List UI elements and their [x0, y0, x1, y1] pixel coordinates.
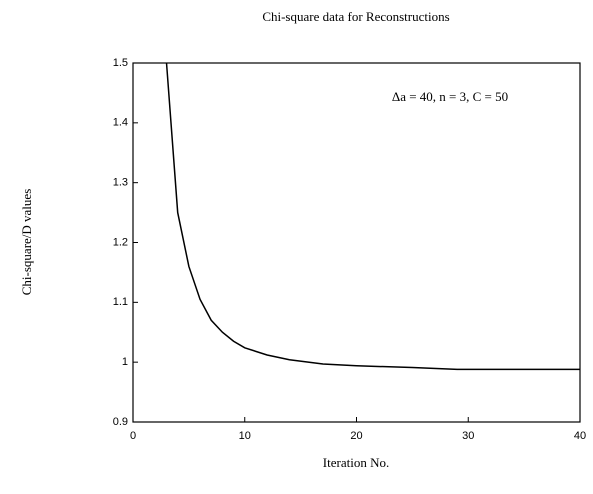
- x-tick-label: 20: [350, 430, 362, 442]
- x-tick-label: 0: [130, 430, 136, 442]
- chart-title: Chi-square data for Reconstructions: [262, 9, 449, 24]
- y-tick-label: 0.9: [113, 416, 128, 428]
- y-tick-label: 1.2: [113, 236, 128, 248]
- y-tick-label: 1.5: [113, 57, 128, 69]
- line-series: [165, 62, 580, 371]
- y-tick-label: 1.4: [113, 117, 128, 129]
- x-tick-label: 30: [462, 430, 474, 442]
- y-tick-label: 1.1: [113, 296, 128, 308]
- y-tick-label: 1.3: [113, 177, 128, 189]
- y-axis-label: Chi-square/D values: [19, 189, 34, 296]
- x-axis-label: Iteration No.: [323, 455, 389, 470]
- plot-frame: [132, 62, 581, 423]
- x-tick-label: 40: [574, 430, 586, 442]
- x-tick-label: 10: [239, 430, 251, 442]
- annotation: Δa = 40, n = 3, C = 50: [392, 89, 508, 104]
- y-tick-label: 1: [122, 356, 128, 368]
